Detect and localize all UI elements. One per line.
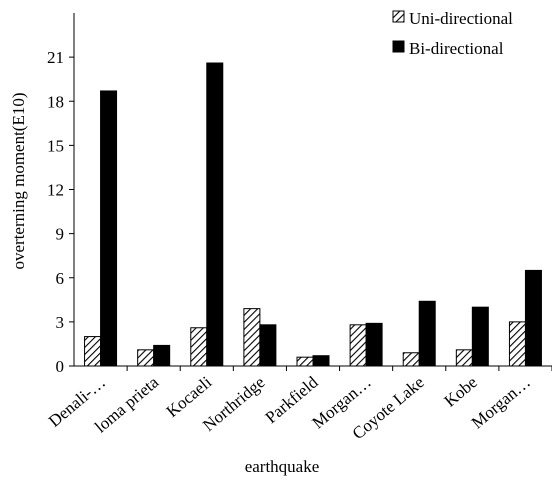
legend-swatch-bi: [392, 40, 405, 53]
bar-bi-directional: [153, 344, 171, 367]
y-tick-label: 18: [47, 92, 64, 111]
y-tick-label: 9: [56, 225, 65, 244]
bar-uni-directional: [455, 349, 473, 367]
bar-bi-directional: [206, 62, 224, 367]
bar-uni-directional: [508, 321, 526, 367]
y-axis-title: overterning moment(E10): [9, 92, 28, 269]
x-axis-title: earthquake: [245, 457, 320, 476]
bar-bi-directional: [365, 322, 383, 367]
legend-swatch-uni: [392, 10, 405, 23]
bar-bi-directional: [100, 90, 118, 367]
bar-uni-directional: [243, 308, 261, 367]
x-tick-label: Kobe: [440, 373, 480, 411]
bar-uni-directional: [402, 352, 420, 367]
y-tick-label: 3: [56, 313, 65, 332]
bar-uni-directional: [84, 336, 102, 367]
y-tick-label: 21: [47, 48, 64, 67]
bar-uni-directional: [137, 349, 155, 367]
bar-uni-directional: [296, 356, 314, 367]
y-tick-label: 15: [47, 136, 64, 155]
legend-label: Bi-directional: [409, 39, 504, 58]
x-tick-label: Morgan…: [468, 373, 534, 433]
bar-uni-directional: [190, 327, 208, 367]
legend-label: Uni-directional: [409, 9, 513, 28]
bar-uni-directional: [349, 324, 367, 367]
bar-bi-directional: [259, 324, 277, 367]
y-tick-label: 0: [56, 357, 65, 376]
bar-bi-directional: [471, 306, 489, 367]
legend: Uni-directional Bi-directional: [392, 9, 513, 58]
bar-bi-directional: [524, 269, 542, 367]
bar-bi-directional: [312, 355, 330, 367]
y-tick-label: 12: [47, 181, 64, 200]
bar-bi-directional: [418, 300, 436, 367]
y-tick-label: 6: [56, 269, 65, 288]
